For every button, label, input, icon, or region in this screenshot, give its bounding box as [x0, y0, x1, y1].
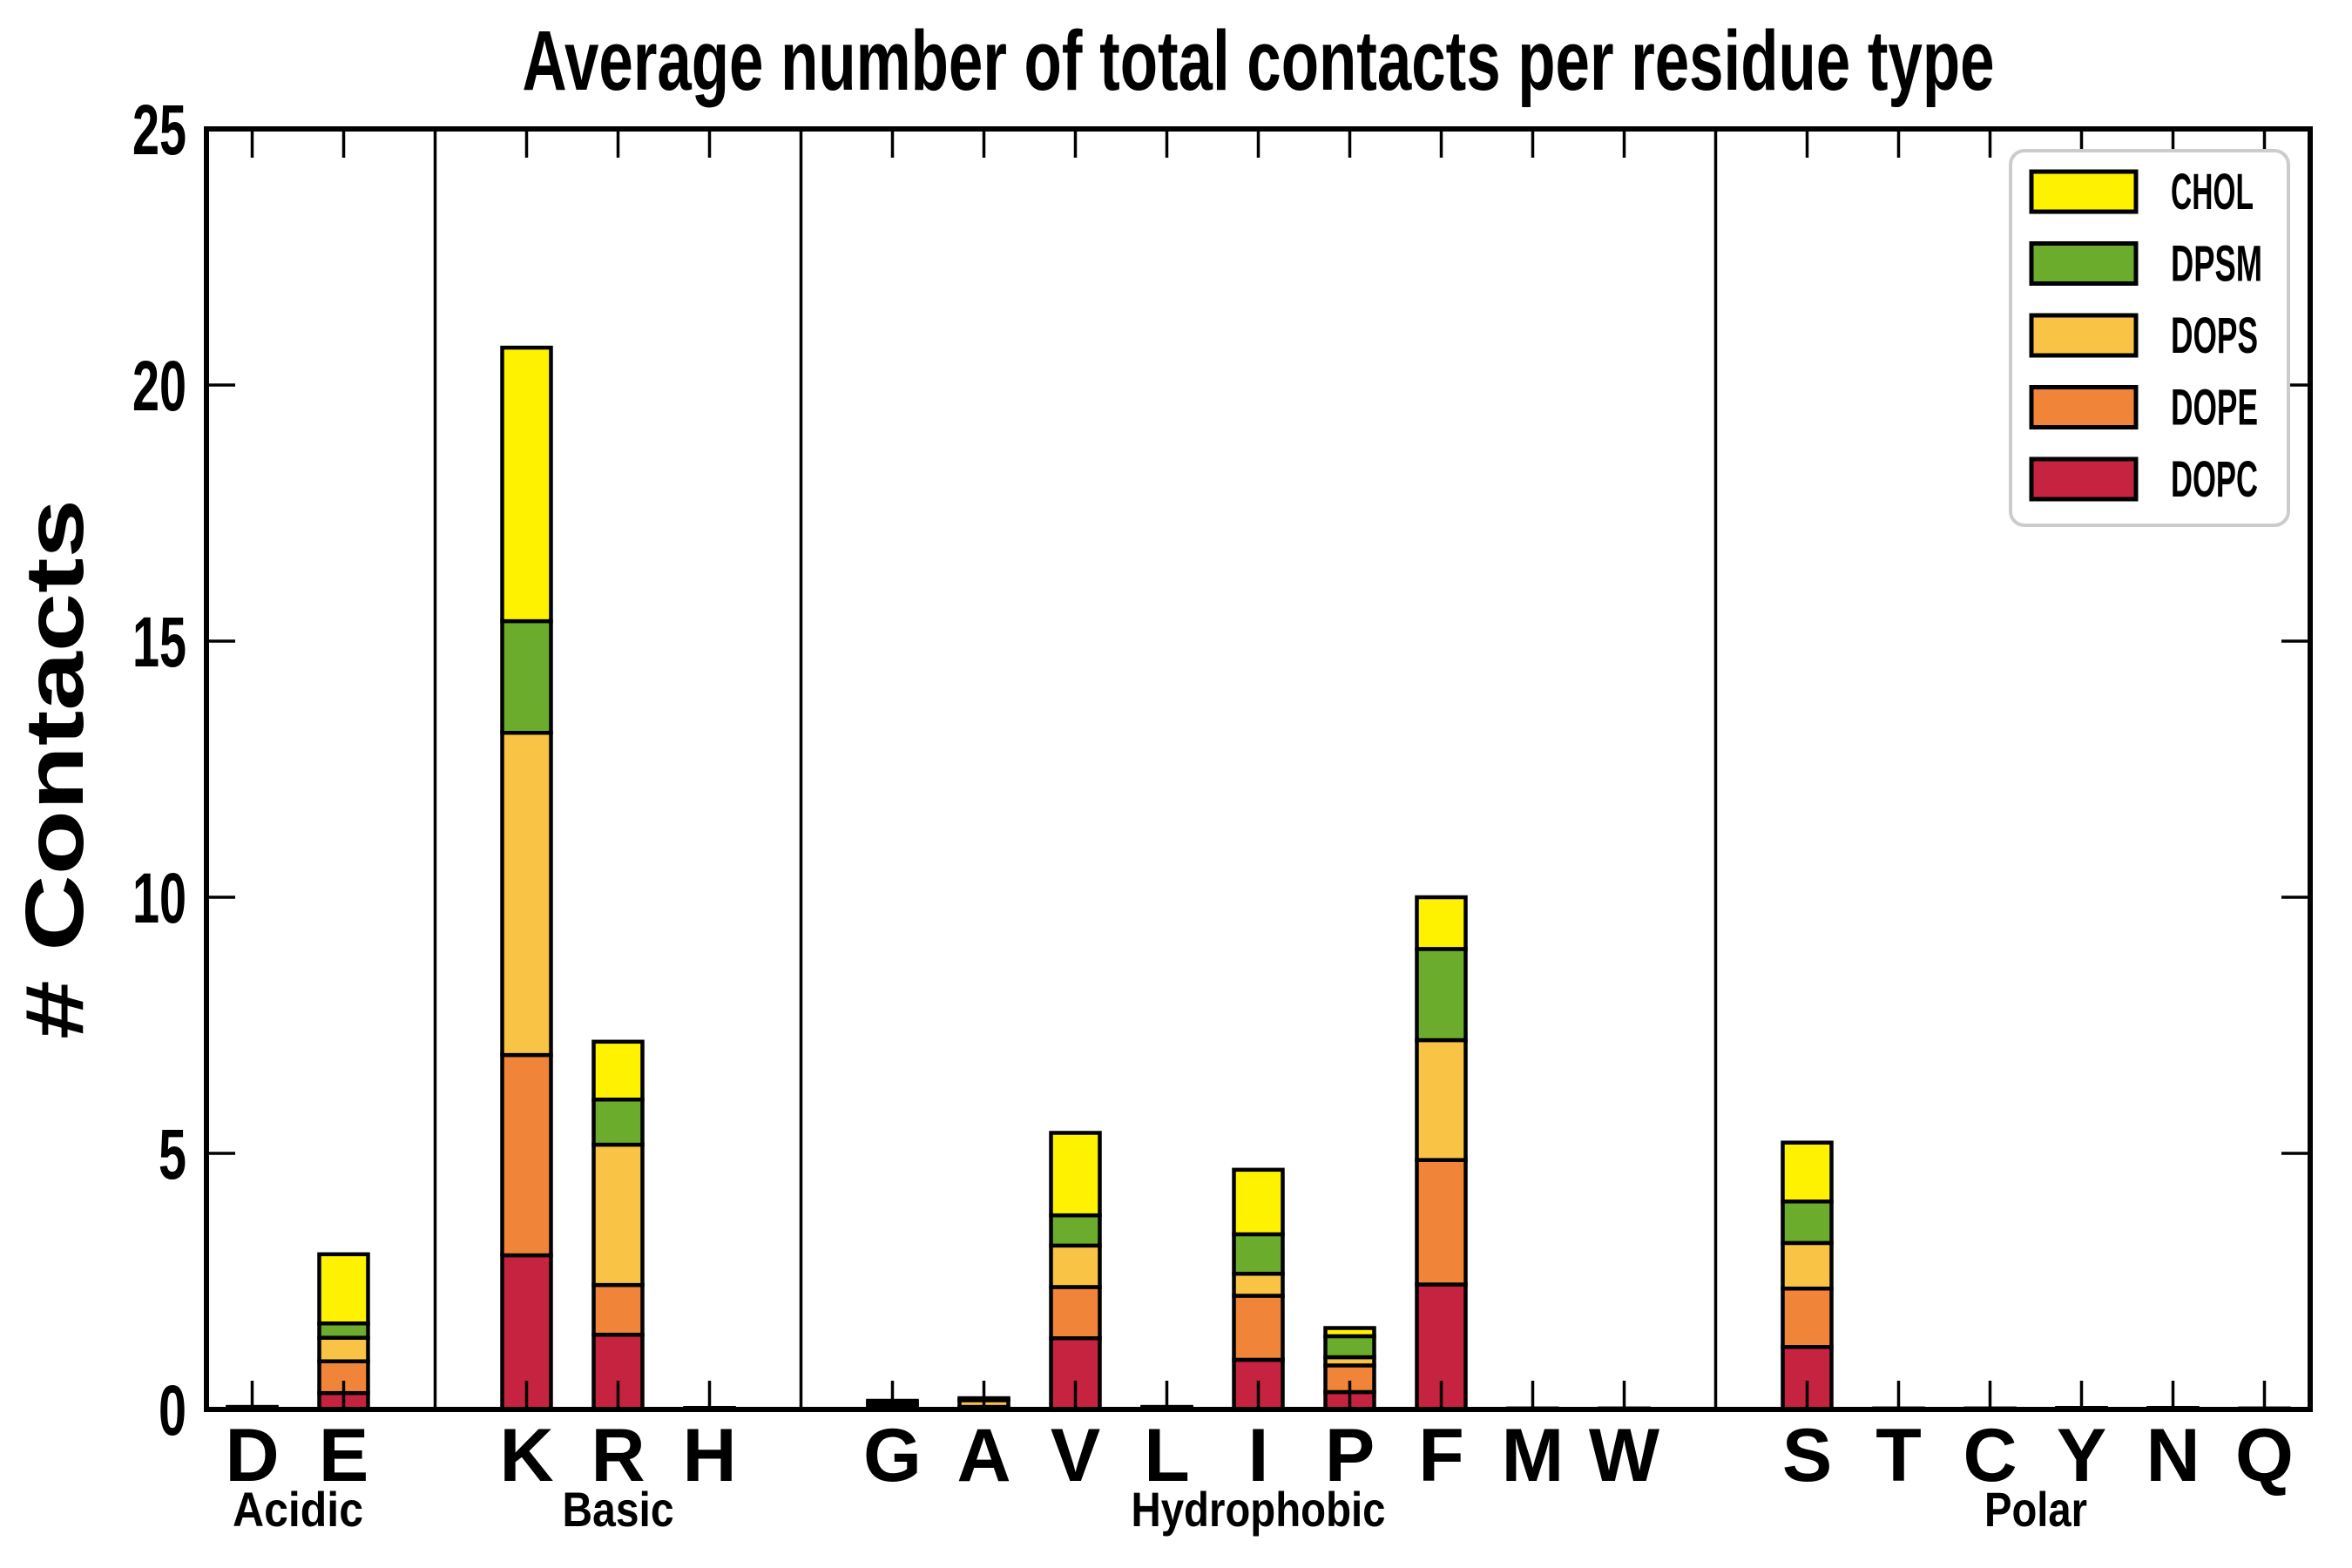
- bar-S: [1781, 1140, 1834, 1412]
- x-label-V: V: [1051, 1414, 1100, 1497]
- legend-label-DOPS: DOPS: [2171, 308, 2258, 364]
- segment-DOPE-I: [1232, 1294, 1285, 1362]
- x-label-A: A: [956, 1414, 1010, 1497]
- axes-spines: [204, 126, 2313, 1412]
- group-label-basic: Basic: [563, 1482, 674, 1537]
- segment-DPSM-F: [1415, 947, 1468, 1043]
- group-label-hydrophobic: Hydrophobic: [1132, 1482, 1386, 1537]
- bar-I: [1232, 1167, 1285, 1412]
- segment-CHOL-K: [500, 345, 553, 624]
- x-label-K: K: [499, 1414, 553, 1497]
- segment-DPSM-E: [317, 1321, 370, 1340]
- segment-DOPE-V: [1049, 1285, 1102, 1341]
- group-label-polar: Polar: [1984, 1482, 2087, 1537]
- legend-label-DOPC: DOPC: [2171, 451, 2258, 508]
- group-label-acidic: Acidic: [233, 1482, 363, 1537]
- x-label-W: W: [1589, 1414, 1660, 1497]
- segment-DPSM-I: [1232, 1232, 1285, 1276]
- x-label-Y: Y: [2057, 1414, 2106, 1497]
- legend-swatch-CHOL: [2029, 169, 2139, 214]
- segment-DOPE-S: [1781, 1286, 1834, 1349]
- segment-DPSM-S: [1781, 1200, 1834, 1246]
- segment-DPSM-P: [1323, 1334, 1376, 1360]
- x-label-E: E: [319, 1414, 368, 1497]
- x-label-N: N: [2146, 1414, 2200, 1497]
- segment-CHOL-R: [591, 1039, 645, 1102]
- segment-DOPS-F: [1415, 1037, 1468, 1162]
- bar-R: [591, 1039, 645, 1412]
- segment-DOPS-V: [1049, 1243, 1102, 1289]
- y-tick-label-15: 15: [132, 603, 186, 682]
- segment-CHOL-S: [1781, 1140, 1834, 1204]
- legend-label-CHOL: CHOL: [2171, 164, 2254, 220]
- legend: CHOL DPSM DOPS DOPE DOPC: [2009, 149, 2290, 527]
- legend-label-DPSM: DPSM: [2171, 236, 2262, 293]
- x-label-F: F: [1418, 1414, 1464, 1497]
- x-label-M: M: [1502, 1414, 1565, 1497]
- segment-CHOL-E: [317, 1252, 370, 1326]
- x-label-P: P: [1325, 1414, 1375, 1497]
- x-label-L: L: [1144, 1414, 1190, 1497]
- x-label-H: H: [682, 1414, 736, 1497]
- y-tick-label-25: 25: [132, 91, 186, 170]
- segment-DPSM-V: [1049, 1213, 1102, 1248]
- bar-V: [1049, 1131, 1102, 1412]
- segment-DPSM-R: [591, 1098, 645, 1147]
- segment-DOPS-S: [1781, 1240, 1834, 1291]
- x-label-S: S: [1782, 1414, 1832, 1497]
- y-axis-label: # Contacts: [9, 499, 101, 1039]
- segment-DOPS-K: [500, 731, 553, 1058]
- segment-DOPE-F: [1415, 1158, 1468, 1287]
- y-tick-label-20: 20: [132, 347, 186, 426]
- segment-CHOL-I: [1232, 1167, 1285, 1237]
- segment-CHOL-F: [1415, 895, 1468, 951]
- bar-K: [500, 345, 553, 1412]
- segment-DOPE-K: [500, 1052, 553, 1258]
- x-label-G: G: [863, 1414, 922, 1497]
- x-label-R: R: [591, 1414, 645, 1497]
- chart-title: Average number of total contacts per res…: [523, 13, 1995, 108]
- y-tick-label-10: 10: [132, 859, 186, 938]
- segment-DOPS-E: [317, 1335, 370, 1363]
- segment-DOPS-I: [1232, 1271, 1285, 1298]
- x-label-I: I: [1248, 1414, 1269, 1497]
- segment-DPSM-K: [500, 618, 553, 735]
- legend-label-DOPE: DOPE: [2171, 380, 2258, 436]
- legend-swatch-DPSM: [2029, 241, 2139, 286]
- segment-DOPS-R: [591, 1142, 645, 1288]
- legend-swatch-DOPE: [2029, 385, 2139, 429]
- segment-DOPE-R: [591, 1282, 645, 1337]
- x-label-C: C: [1963, 1414, 2017, 1497]
- x-label-T: T: [1876, 1414, 1922, 1497]
- x-label-Q: Q: [2235, 1414, 2294, 1497]
- segment-CHOL-P: [1323, 1326, 1376, 1339]
- bar-F: [1415, 895, 1468, 1412]
- legend-swatch-DOPC: [2029, 456, 2139, 502]
- y-tick-label-0: 0: [159, 1371, 186, 1450]
- segment-CHOL-V: [1049, 1131, 1102, 1218]
- y-tick-label-5: 5: [159, 1115, 186, 1194]
- legend-swatch-DOPS: [2029, 313, 2139, 358]
- x-label-D: D: [225, 1414, 279, 1497]
